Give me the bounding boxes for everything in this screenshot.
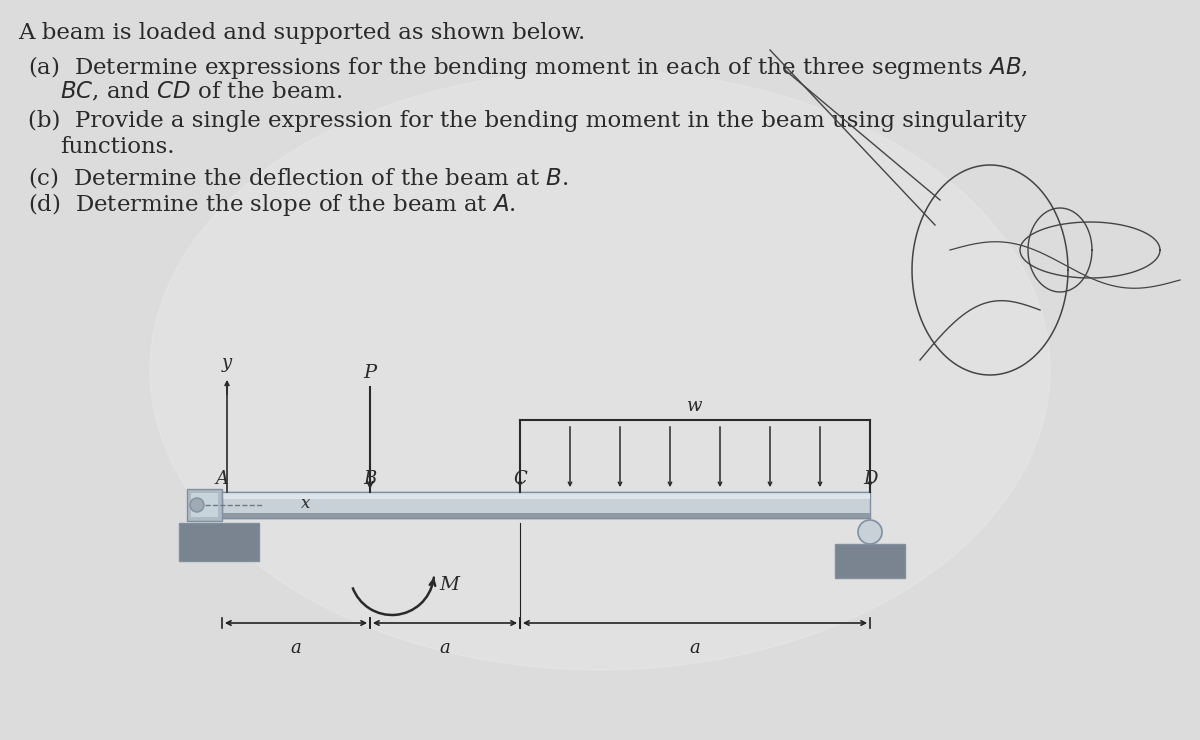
Text: functions.: functions. <box>60 136 174 158</box>
Bar <box>179 523 259 561</box>
Text: M: M <box>439 576 458 594</box>
Text: B: B <box>364 470 377 488</box>
Bar <box>835 544 905 578</box>
Bar <box>222 492 870 518</box>
Text: w: w <box>688 397 703 415</box>
Bar <box>187 489 222 521</box>
Text: P: P <box>364 364 377 382</box>
Text: A beam is loaded and supported as shown below.: A beam is loaded and supported as shown … <box>18 22 586 44</box>
Text: D: D <box>863 470 877 488</box>
Text: a: a <box>439 639 450 657</box>
Text: (c)  Determine the deflection of the beam at $B$.: (c) Determine the deflection of the beam… <box>28 165 569 190</box>
Bar <box>222 513 870 518</box>
Bar <box>222 492 870 499</box>
Text: y: y <box>222 354 232 372</box>
Circle shape <box>858 520 882 544</box>
Text: (b)  Provide a single expression for the bending moment in the beam using singul: (b) Provide a single expression for the … <box>28 110 1027 132</box>
Text: x: x <box>301 494 311 511</box>
Text: a: a <box>690 639 701 657</box>
Bar <box>191 493 218 517</box>
Text: $BC$, and $CD$ of the beam.: $BC$, and $CD$ of the beam. <box>60 80 342 103</box>
Text: A: A <box>216 470 228 488</box>
Text: (d)  Determine the slope of the beam at $A$.: (d) Determine the slope of the beam at $… <box>28 191 516 218</box>
Text: C: C <box>514 470 527 488</box>
Text: (a)  Determine expressions for the bending moment in each of the three segments : (a) Determine expressions for the bendin… <box>28 54 1027 81</box>
Ellipse shape <box>150 70 1050 670</box>
Text: a: a <box>290 639 301 657</box>
Circle shape <box>190 498 204 512</box>
